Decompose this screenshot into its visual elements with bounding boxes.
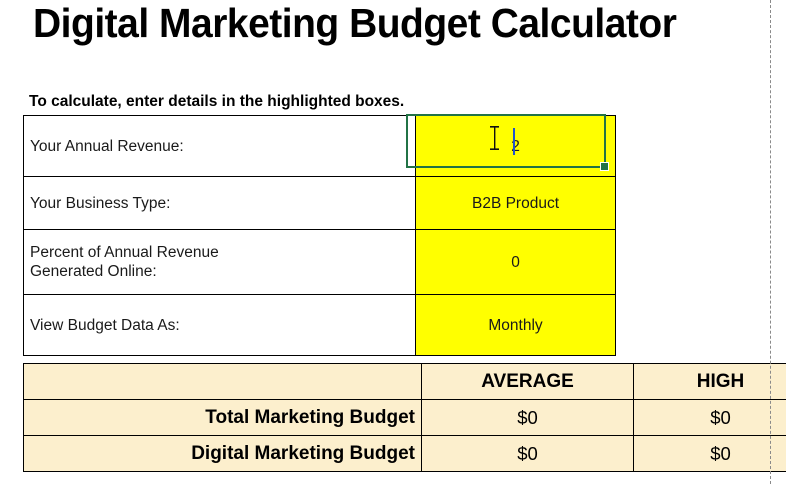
table-row: Digital Marketing Budget $0 $0 [23,435,786,472]
table-row: Total Marketing Budget $0 $0 [23,399,786,436]
business-type-input[interactable]: B2B Product [415,176,616,230]
total-marketing-budget-high: $0 [633,399,786,436]
page-break-line [770,0,771,484]
results-table: AVERAGE HIGH Total Marketing Budget $0 $… [23,363,786,472]
column-header-average: AVERAGE [421,363,634,400]
results-corner-cell [23,363,422,400]
table-row: View Budget Data As: Monthly [23,294,616,356]
view-budget-as-label: View Budget Data As: [23,294,416,356]
table-header-row: AVERAGE HIGH [23,363,786,400]
view-budget-as-input[interactable]: Monthly [415,294,616,356]
business-type-label: Your Business Type: [23,176,416,230]
total-marketing-budget-average: $0 [421,399,634,436]
percent-online-label: Percent of Annual Revenue Generated Onli… [23,229,416,295]
digital-marketing-budget-label: Digital Marketing Budget [23,435,422,472]
page-title: Digital Marketing Budget Calculator [33,0,677,46]
annual-revenue-label: Your Annual Revenue: [23,115,416,177]
digital-marketing-budget-average: $0 [421,435,634,472]
percent-online-input[interactable]: 0 [415,229,616,295]
table-row: Percent of Annual Revenue Generated Onli… [23,229,616,295]
annual-revenue-input[interactable]: 2 [415,115,616,177]
column-header-high: HIGH [633,363,786,400]
table-row: Your Business Type: B2B Product [23,176,616,230]
percent-online-label-line2: Generated Online: [30,263,157,280]
total-marketing-budget-label: Total Marketing Budget [23,399,422,436]
input-form-table: Your Annual Revenue: 2 Your Business Typ… [23,115,616,356]
instruction-text: To calculate, enter details in the highl… [29,93,405,110]
table-row: Your Annual Revenue: 2 [23,115,616,177]
digital-marketing-budget-high: $0 [633,435,786,472]
percent-online-label-line1: Percent of Annual Revenue [30,244,219,261]
